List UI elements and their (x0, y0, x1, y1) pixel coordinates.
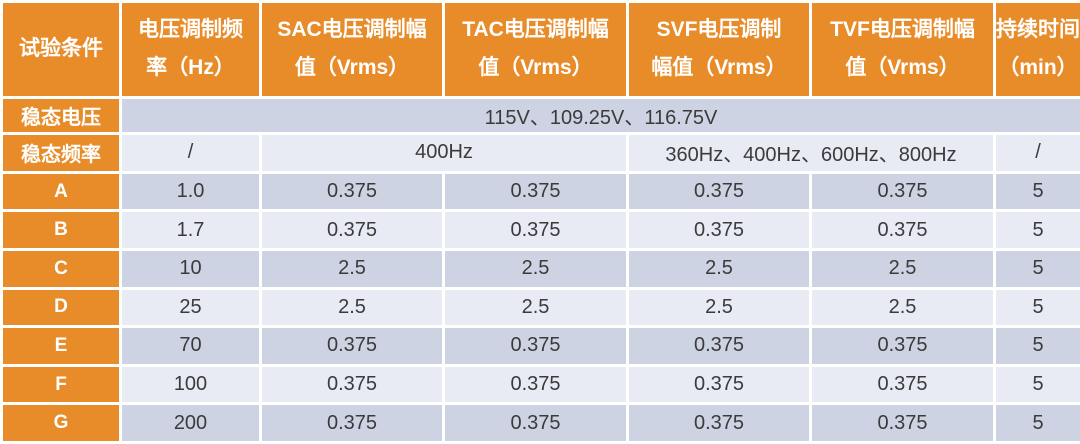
cell-a-modfreq: 1.0 (119, 170, 262, 213)
condition-row-a: A 1.0 0.375 0.375 0.375 0.375 5 (0, 170, 1080, 213)
cell-a-duration: 5 (993, 170, 1080, 213)
column-header-duration: 持续时间 （min） (993, 0, 1080, 99)
cell-c-duration: 5 (993, 247, 1080, 290)
cell-b-svf: 0.375 (626, 209, 812, 251)
row-label-a: A (0, 170, 122, 213)
cell-f-svf: 0.375 (626, 363, 812, 406)
cell-g-tac: 0.375 (442, 402, 629, 444)
cell-f-tvf: 0.375 (809, 363, 996, 406)
column-header-svf-amplitude: SVF电压调制 幅值（Vrms） (626, 0, 812, 99)
cell-b-tvf: 0.375 (809, 209, 996, 251)
cell-e-svf: 0.375 (626, 325, 812, 367)
cell-d-tac: 2.5 (442, 286, 629, 329)
steady-voltage-row: 稳态电压 115V、109.25V、116.75V (0, 95, 1080, 136)
cell-a-tvf: 0.375 (809, 170, 996, 213)
cell-d-duration: 5 (993, 286, 1080, 329)
cell-d-tvf: 2.5 (809, 286, 996, 329)
condition-row-f: F 100 0.375 0.375 0.375 0.375 5 (0, 363, 1080, 406)
condition-row-e: E 70 0.375 0.375 0.375 0.375 5 (0, 325, 1080, 367)
cell-d-modfreq: 25 (119, 286, 262, 329)
condition-row-g: G 200 0.375 0.375 0.375 0.375 5 (0, 402, 1080, 444)
cell-steady-frequency-sac-tac: 400Hz (259, 132, 629, 174)
condition-row-d: D 25 2.5 2.5 2.5 2.5 5 (0, 286, 1080, 329)
row-label-b: B (0, 209, 122, 251)
condition-row-b: B 1.7 0.375 0.375 0.375 0.375 5 (0, 209, 1080, 251)
cell-g-tvf: 0.375 (809, 402, 996, 444)
cell-e-tvf: 0.375 (809, 325, 996, 367)
cell-b-modfreq: 1.7 (119, 209, 262, 251)
cell-g-duration: 5 (993, 402, 1080, 444)
cell-steady-frequency-duration: / (993, 132, 1080, 174)
row-label-g: G (0, 402, 122, 444)
cell-b-duration: 5 (993, 209, 1080, 251)
column-header-modulation-frequency: 电压调制频 率（Hz） (119, 0, 262, 99)
steady-frequency-row: 稳态频率 / 400Hz 360Hz、400Hz、600Hz、800Hz / (0, 132, 1080, 174)
column-header-test-condition: 试验条件 (0, 0, 122, 99)
cell-a-svf: 0.375 (626, 170, 812, 213)
column-header-sac-amplitude: SAC电压调制幅 值（Vrms） (259, 0, 445, 99)
cell-steady-frequency-modfreq: / (119, 132, 262, 174)
cell-f-tac: 0.375 (442, 363, 629, 406)
row-label-e: E (0, 325, 122, 367)
table-header-row: 试验条件 电压调制频 率（Hz） SAC电压调制幅 值（Vrms） TAC电压调… (0, 0, 1080, 99)
cell-e-modfreq: 70 (119, 325, 262, 367)
cell-d-svf: 2.5 (626, 286, 812, 329)
cell-g-sac: 0.375 (259, 402, 445, 444)
cell-g-svf: 0.375 (626, 402, 812, 444)
cell-e-duration: 5 (993, 325, 1080, 367)
cell-b-sac: 0.375 (259, 209, 445, 251)
cell-c-modfreq: 10 (119, 247, 262, 290)
cell-a-sac: 0.375 (259, 170, 445, 213)
cell-c-tac: 2.5 (442, 247, 629, 290)
cell-f-modfreq: 100 (119, 363, 262, 406)
cell-e-sac: 0.375 (259, 325, 445, 367)
cell-f-duration: 5 (993, 363, 1080, 406)
row-label-steady-voltage: 稳态电压 (0, 95, 122, 136)
cell-g-modfreq: 200 (119, 402, 262, 444)
row-label-steady-frequency: 稳态频率 (0, 132, 122, 174)
cell-c-svf: 2.5 (626, 247, 812, 290)
cell-c-sac: 2.5 (259, 247, 445, 290)
condition-row-c: C 10 2.5 2.5 2.5 2.5 5 (0, 247, 1080, 290)
row-label-d: D (0, 286, 122, 329)
cell-steady-voltage-value: 115V、109.25V、116.75V (119, 95, 1080, 136)
cell-d-sac: 2.5 (259, 286, 445, 329)
row-label-c: C (0, 247, 122, 290)
cell-a-tac: 0.375 (442, 170, 629, 213)
column-header-tac-amplitude: TAC电压调制幅 值（Vrms） (442, 0, 629, 99)
cell-e-tac: 0.375 (442, 325, 629, 367)
cell-steady-frequency-svf-tvf: 360Hz、400Hz、600Hz、800Hz (626, 132, 996, 174)
cell-c-tvf: 2.5 (809, 247, 996, 290)
cell-f-sac: 0.375 (259, 363, 445, 406)
row-label-f: F (0, 363, 122, 406)
cell-b-tac: 0.375 (442, 209, 629, 251)
column-header-tvf-amplitude: TVF电压调制幅 值（Vrms） (809, 0, 996, 99)
